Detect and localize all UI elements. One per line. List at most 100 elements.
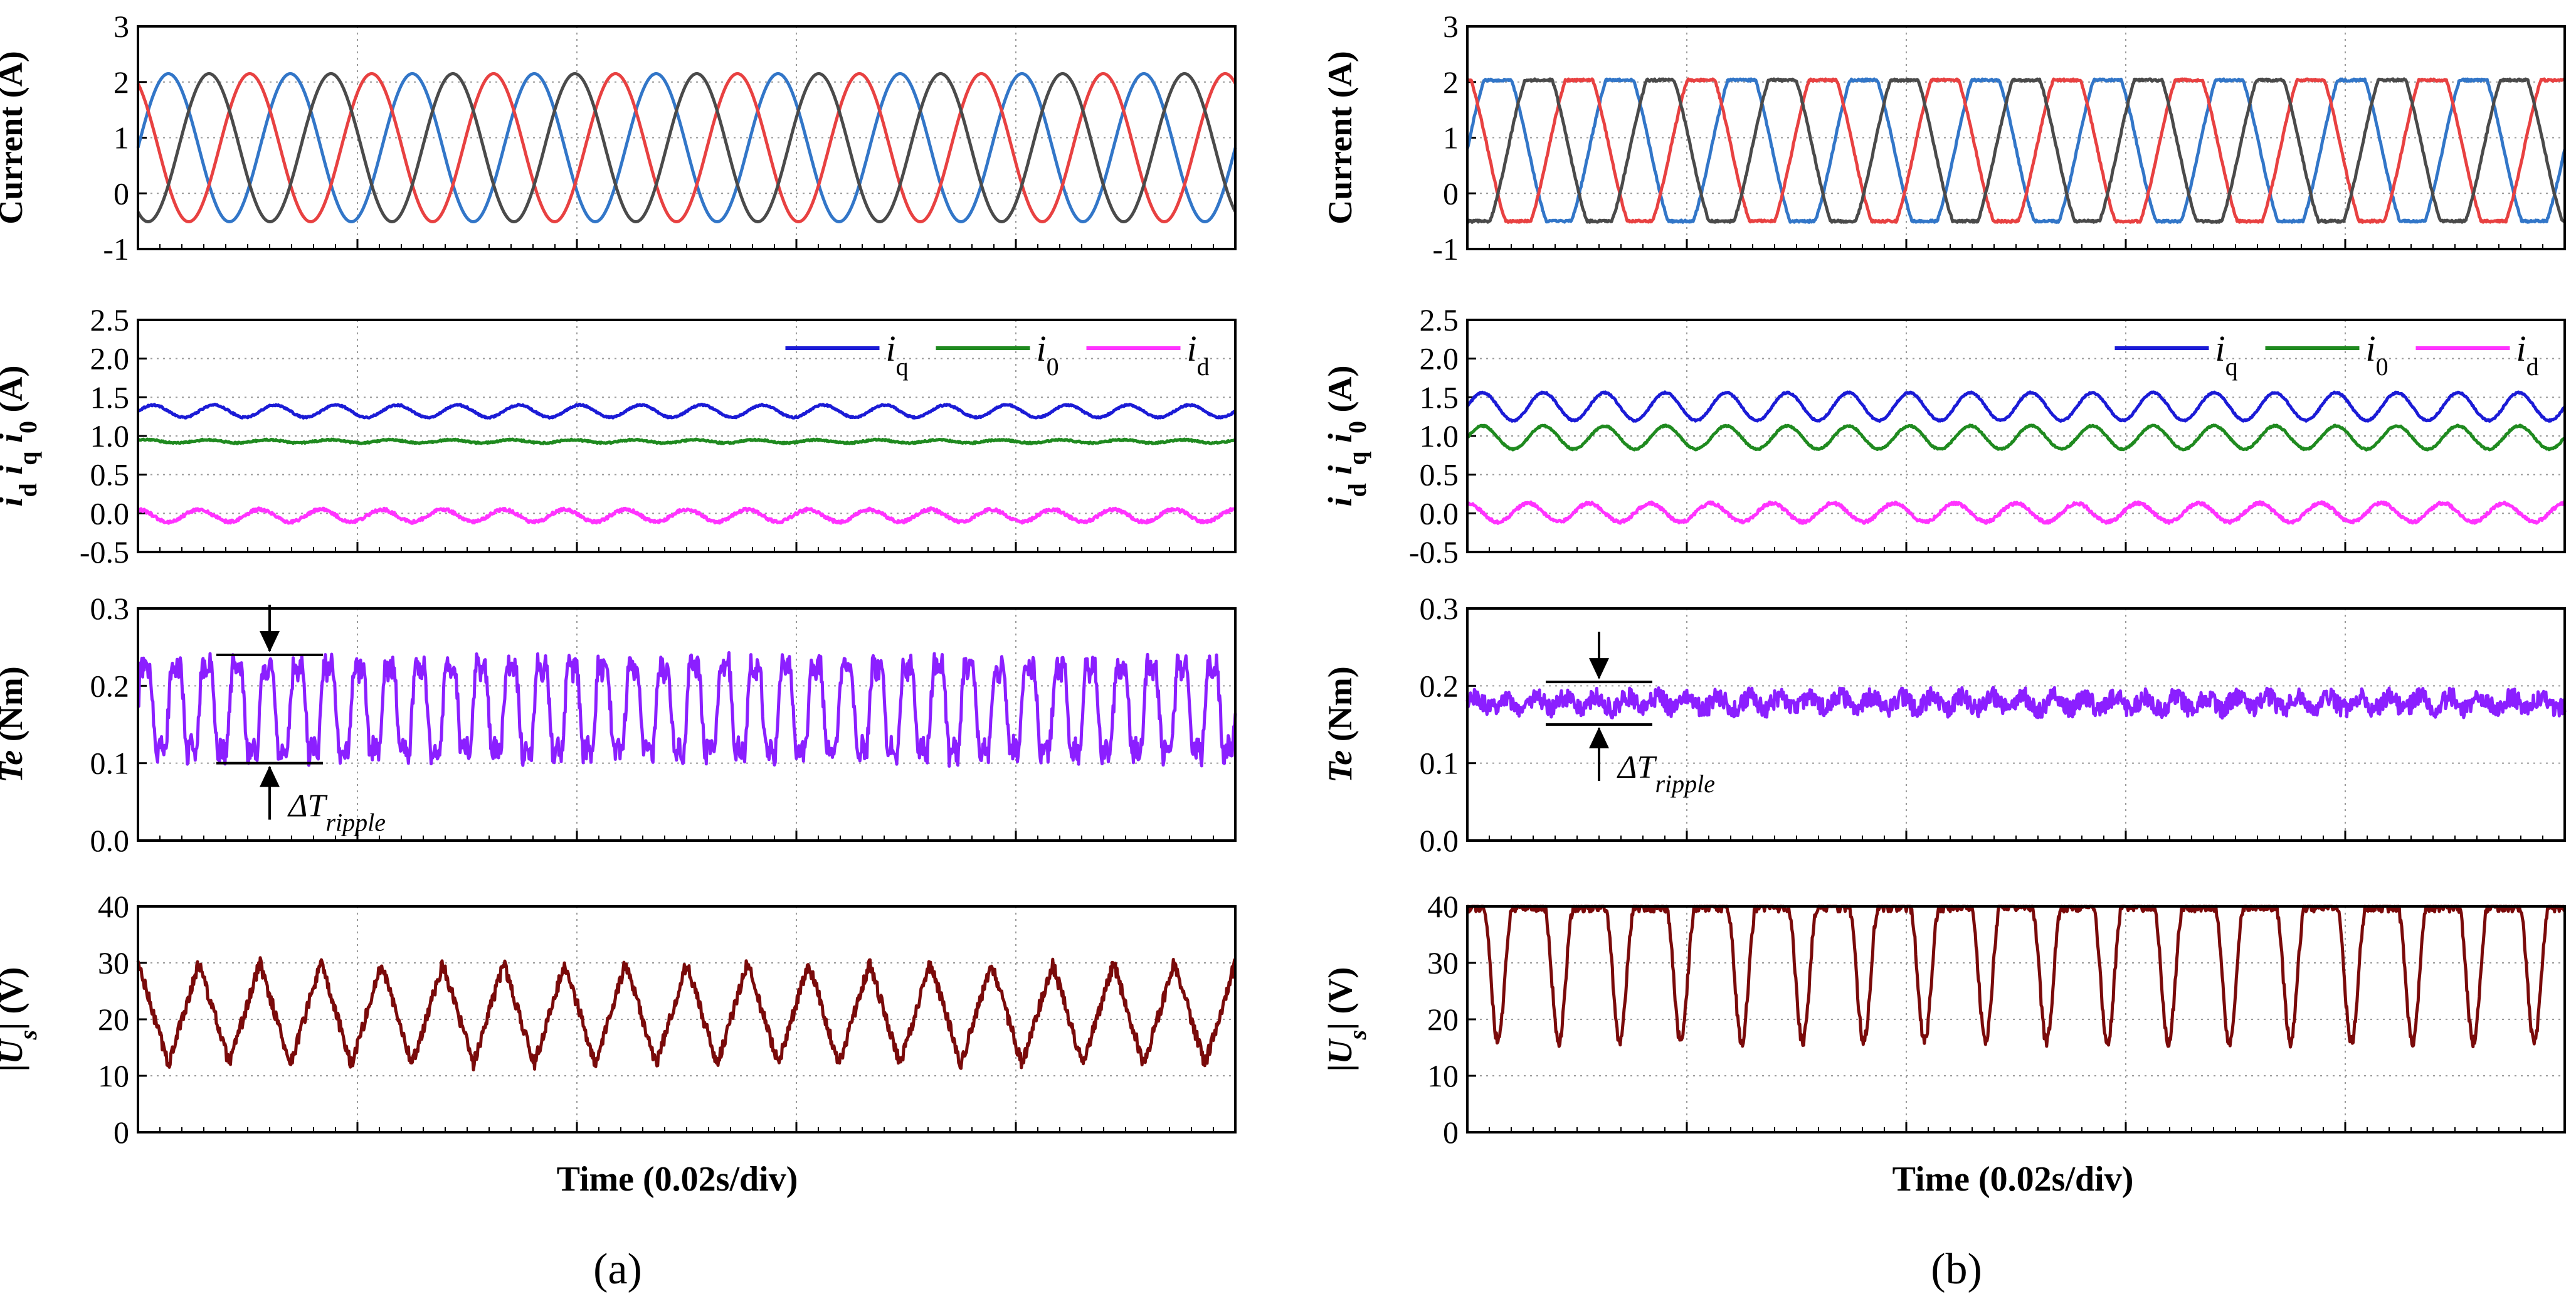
y-tick-label: 0.0 — [90, 823, 130, 858]
y-axis-label: Current (A) — [1321, 51, 1359, 224]
y-tick-label: -1 — [1432, 231, 1459, 267]
y-tick-label: 2 — [1443, 65, 1459, 100]
y-tick-label: 2.5 — [1420, 302, 1459, 337]
plot-frame — [137, 905, 1237, 1133]
plot-frame — [137, 607, 1237, 842]
y-tick-label: 10 — [1427, 1058, 1459, 1093]
chart-a-1: -0.50.0 0.51.01.5 2.0 2.5 id iq i0 (A) iq i0 id — [0, 302, 1237, 570]
ripple-arrowhead-up — [1589, 727, 1609, 748]
y-tick-label: 2.0 — [1420, 341, 1459, 376]
series-ia — [1465, 77, 2567, 224]
chart-b-3: 0 10 20 30 40 |Us| (V) — [1321, 889, 2567, 1150]
y-axis-label: id iq i0 (A) — [0, 365, 42, 506]
chart-a-0: -1 0 1 2 3 Current (A) — [0, 9, 1237, 267]
y-tick-label: 30 — [98, 945, 129, 980]
series-Us — [1466, 905, 2567, 1049]
y-tick-label: -1 — [103, 231, 129, 267]
series-i0 — [1466, 423, 2566, 452]
x-axis-label-b: Time (0.02s/div) — [1892, 1160, 2134, 1199]
x-axis-label-a: Time (0.02s/div) — [557, 1160, 798, 1199]
y-axis-label: id iq i0 (A) — [1321, 365, 1371, 506]
plot-frame — [137, 319, 1237, 553]
series-id — [1466, 500, 2566, 525]
chart-a-2: 0.0 0.1 0.2 0.3 Te (Nm) ΔTripple — [0, 591, 1237, 858]
y-tick-label: 40 — [98, 889, 129, 924]
ripple-label: ΔTripple — [1617, 750, 1715, 798]
chart-b-0: -1 0 1 2 3 Current (A) — [1321, 9, 2567, 267]
y-axis-label: |Us| (V) — [0, 967, 42, 1072]
series-i0 — [137, 437, 1237, 445]
y-axis-label: Te (Nm) — [1321, 666, 1359, 782]
series-ic — [1465, 77, 2566, 224]
series-iq — [137, 403, 1237, 420]
series-ia — [136, 72, 1237, 223]
y-tick-label: 0.5 — [1420, 457, 1459, 492]
caption-a: (a) — [593, 1245, 642, 1293]
chart-b-1: -0.50.0 0.51.01.5 2.0 2.5 id iq i0 (A) iq i0 id — [1321, 302, 2567, 570]
ripple-arrowhead-down — [1589, 658, 1609, 680]
plot-frame — [1466, 319, 2566, 553]
legend-label-d: id — [2516, 328, 2539, 381]
ripple-arrowhead-up — [260, 765, 280, 787]
legend-label-q: iq — [2215, 328, 2238, 381]
ripple-arrowhead-down — [260, 631, 280, 652]
y-tick-label: 1.0 — [90, 418, 130, 454]
plot-frame — [1466, 25, 2566, 250]
y-tick-label: 20 — [98, 1002, 129, 1037]
legend-label-0: i0 — [2366, 328, 2389, 381]
legend-label-q: iq — [886, 328, 909, 381]
y-tick-label: 0.3 — [1420, 591, 1459, 626]
series-Te — [1465, 686, 2567, 720]
y-tick-label: 2.5 — [90, 302, 130, 337]
series-iq — [1465, 390, 2567, 423]
chart-a-3: 0 10 20 30 40 |Us| (V) — [0, 889, 1237, 1150]
series-Us — [136, 956, 1237, 1071]
y-tick-label: 0 — [1443, 1115, 1459, 1150]
y-tick-label: 0.2 — [90, 668, 130, 703]
y-tick-label: 0.1 — [90, 746, 130, 781]
series-ic — [136, 72, 1237, 223]
y-tick-label: 0.0 — [1420, 496, 1459, 531]
y-tick-label: 3 — [1443, 9, 1459, 44]
y-tick-label: 0 — [113, 1115, 129, 1150]
y-tick-label: 1 — [1443, 120, 1459, 156]
plot-frame — [1466, 607, 2566, 842]
y-tick-label: 0.0 — [1420, 823, 1459, 858]
y-tick-label: 3 — [113, 9, 129, 44]
y-axis-label: Current (A) — [0, 51, 29, 224]
series-ib — [136, 72, 1237, 223]
y-axis-label: Te (Nm) — [0, 666, 29, 782]
y-tick-label: 0.1 — [1420, 746, 1459, 781]
chart-b-2: 0.0 0.1 0.2 0.3 Te (Nm) ΔTripple — [1321, 591, 2567, 858]
series-Te — [137, 651, 1237, 768]
y-tick-label: 0 — [113, 176, 129, 211]
y-tick-label: -0.5 — [80, 534, 129, 570]
plot-frame — [137, 25, 1237, 250]
y-tick-label: 0.2 — [1420, 668, 1459, 703]
legend-label-d: id — [1187, 328, 1210, 381]
y-tick-label: 30 — [1427, 945, 1459, 980]
y-tick-label: 40 — [1427, 889, 1459, 924]
series-id — [137, 506, 1237, 525]
y-tick-label: 0 — [1443, 176, 1459, 211]
ripple-label: ΔTripple — [287, 788, 386, 837]
y-tick-label: 1.5 — [90, 380, 130, 415]
plot-frame — [1466, 905, 2566, 1133]
legend-label-0: i0 — [1037, 328, 1059, 381]
y-tick-label: 0.3 — [90, 591, 130, 626]
y-tick-label: 0.0 — [90, 496, 130, 531]
caption-b: (b) — [1931, 1245, 1982, 1293]
y-tick-label: 1.0 — [1420, 418, 1459, 454]
y-tick-label: 0.5 — [90, 457, 130, 492]
y-tick-label: 2 — [113, 65, 129, 100]
y-tick-label: -0.5 — [1409, 534, 1459, 570]
y-tick-label: 1 — [113, 120, 129, 156]
y-tick-label: 1.5 — [1420, 380, 1459, 415]
y-tick-label: 2.0 — [90, 341, 130, 376]
y-axis-label: |Us| (V) — [1321, 967, 1371, 1072]
y-tick-label: 10 — [98, 1058, 129, 1093]
series-ib — [1466, 77, 2566, 224]
y-tick-label: 20 — [1427, 1002, 1459, 1037]
